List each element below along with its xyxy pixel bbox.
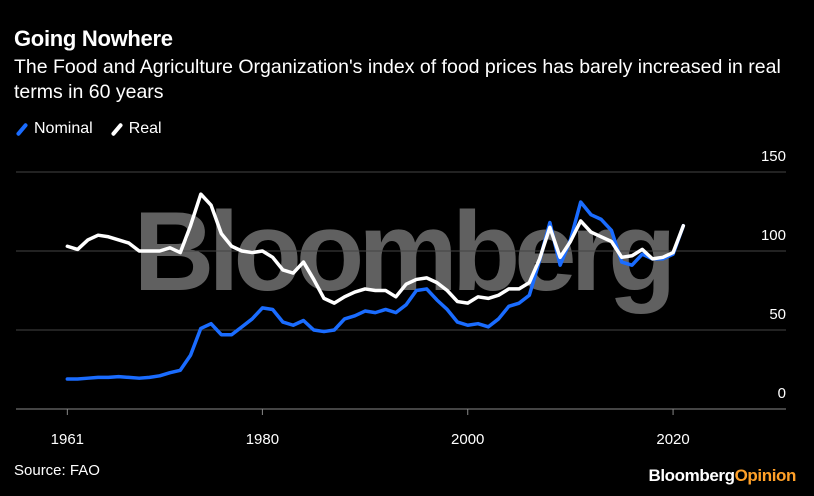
x-tick-label-1961: 1961: [51, 431, 84, 448]
x-tick-label-1980: 1980: [246, 431, 279, 448]
legend-label-nominal: Nominal: [34, 120, 93, 137]
brand-logo: BloombergOpinion: [648, 466, 796, 486]
y-axis: 0 50 100 150: [761, 148, 786, 402]
y-tick-label-0: 0: [778, 385, 786, 402]
legend: Nominal Real: [15, 119, 180, 139]
x-axis: 1961 1980 2000 2020: [51, 409, 690, 448]
legend-item-real: Real: [110, 120, 162, 138]
brand-logo-part2: Opinion: [734, 466, 797, 485]
series-lines: [65, 192, 686, 381]
series-line-nominal: [65, 200, 686, 381]
series-line-real: [65, 192, 686, 305]
x-tick-label-2020: 2020: [656, 431, 689, 448]
x-tick-label-2000: 2000: [451, 431, 484, 448]
source-note: Source: FAO: [14, 462, 100, 479]
chart-subtitle: The Food and Agriculture Organization's …: [14, 56, 781, 103]
y-tick-label-50: 50: [769, 306, 786, 323]
y-tick-label-100: 100: [761, 227, 786, 244]
legend-label-real: Real: [128, 120, 162, 137]
legend-item-nominal: Nominal: [15, 120, 93, 138]
brand-logo-part1: Bloomberg: [648, 466, 735, 485]
chart-title: Going Nowhere: [14, 26, 173, 51]
y-tick-label-150: 150: [761, 148, 786, 165]
